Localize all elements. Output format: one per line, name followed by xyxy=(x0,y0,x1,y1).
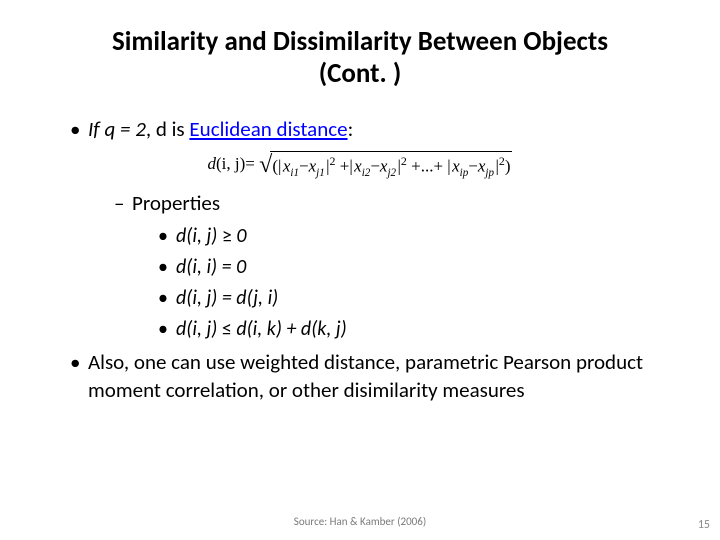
p2: d(i, i) = 0 xyxy=(176,255,246,279)
geq-icon: ≥ xyxy=(222,224,232,248)
t3-xi: x xyxy=(452,157,460,176)
property-identity: d(i, i) = 0 xyxy=(158,253,680,282)
t2-idx-a: 2 xyxy=(365,167,371,179)
lhs-args: (i, j) xyxy=(216,154,245,173)
t3-idx-b: p xyxy=(489,167,495,179)
p3: d(i, j) = d(j, i) xyxy=(176,286,278,310)
lhs-d: d xyxy=(208,154,217,173)
slide-title: Similarity and Dissimilarity Between Obj… xyxy=(40,26,680,91)
source-citation: Source: Han & Kamber (2006) xyxy=(0,515,720,528)
formula-row: d(i, j)= √ (| xi1−xj1 |2 +| xi2−xj2 |2 +… xyxy=(40,151,680,179)
t3-idx-a: p xyxy=(463,167,469,179)
leq-icon: ≤ xyxy=(222,317,232,341)
t2-xi: x xyxy=(354,157,362,176)
t1-idx-b: 1 xyxy=(319,167,325,179)
bullet-euclidean-intro: If q = 2, d is Euclidean distance: xyxy=(70,115,680,143)
bullet-prefix: If q = 2 xyxy=(88,116,146,142)
t1-sq: 2 xyxy=(330,154,336,168)
p1-b: 0 xyxy=(232,224,247,248)
close-paren: ) xyxy=(505,157,511,176)
t2-idx-b: 2 xyxy=(391,167,397,179)
dots: +...+ xyxy=(411,157,443,176)
bullet-suffix: : xyxy=(348,116,354,142)
distance-formula: d(i, j)= √ (| xi1−xj1 |2 +| xi2−xj2 |2 +… xyxy=(208,151,513,179)
title-line-1: Similarity and Dissimilarity Between Obj… xyxy=(112,25,608,58)
title-line-2: (Cont. ) xyxy=(319,57,402,90)
property-symmetry: d(i, j) = d(j, i) xyxy=(158,284,680,313)
p4-a: d(i, j) xyxy=(176,317,222,341)
t1-xj: x xyxy=(309,157,317,176)
sqrt: √ (| xi1−xj1 |2 +| xi2−xj2 |2 +...+ | xi… xyxy=(259,151,512,179)
t1-idx-a: 1 xyxy=(293,167,299,179)
t2-sq: 2 xyxy=(401,154,407,168)
properties-heading: Properties xyxy=(114,189,680,217)
bullet-also: Also, one can use weighted distance, par… xyxy=(70,348,680,405)
euclidean-link[interactable]: Euclidean distance xyxy=(189,116,347,142)
p1-a: d(i, j) xyxy=(176,224,222,248)
equals-sign: = xyxy=(245,154,255,173)
property-triangle: d(i, j) ≤ d(i, k) + d(k, j) xyxy=(158,315,680,344)
bullet-mid: , d is xyxy=(146,116,190,142)
page-number: 15 xyxy=(698,518,710,532)
slide: Similarity and Dissimilarity Between Obj… xyxy=(0,0,720,540)
properties-label: Properties xyxy=(132,190,220,216)
p4-b: d(i, k) + d(k, j) xyxy=(232,317,347,341)
property-nonneg: d(i, j) ≥ 0 xyxy=(158,222,680,251)
radicand: (| xi1−xj1 |2 +| xi2−xj2 |2 +...+ | xip−… xyxy=(270,151,512,179)
also-text: Also, one can use weighted distance, par… xyxy=(88,349,643,403)
